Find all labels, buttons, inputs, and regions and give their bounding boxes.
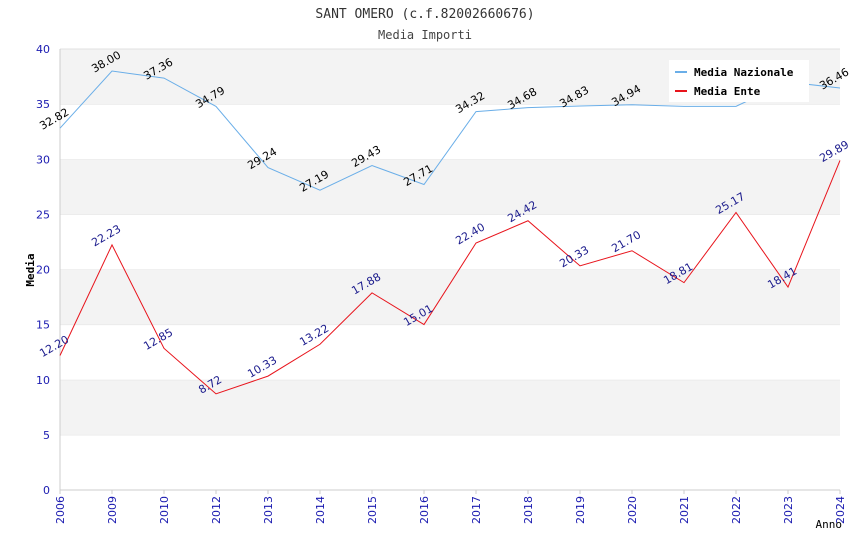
x-tick-label: 2023 xyxy=(782,496,795,524)
x-tick-label: 2021 xyxy=(678,496,691,524)
legend-entry: Media Ente xyxy=(694,85,761,98)
legend: Media Nazionale Media Ente xyxy=(669,60,809,102)
legend-box xyxy=(669,60,809,102)
x-tick-label: 2010 xyxy=(158,496,171,524)
y-axis-label: Media xyxy=(24,253,37,286)
x-tick-label: 2022 xyxy=(730,496,743,524)
grid-band xyxy=(60,324,840,380)
x-tick-label: 2019 xyxy=(574,496,587,524)
series-line-media-nazionale xyxy=(59,70,841,191)
y-tick-label: 40 xyxy=(36,43,50,56)
y-tick-label: 15 xyxy=(36,319,50,332)
y-tick-label: 10 xyxy=(36,374,50,387)
grid-band xyxy=(60,214,840,270)
x-axis-label: Anno xyxy=(816,518,843,531)
x-tick-label: 2018 xyxy=(522,496,535,524)
x-tick-label: 2017 xyxy=(470,496,483,524)
y-tick-label: 30 xyxy=(36,153,50,166)
x-tick-label: 2006 xyxy=(54,496,67,524)
x-tick-label: 2012 xyxy=(210,496,223,524)
chart-title: SANT OMERO (c.f.82002660676) xyxy=(315,7,534,22)
grid-band xyxy=(60,159,840,215)
chart-subtitle: Media Importi xyxy=(378,28,472,42)
grid-band xyxy=(60,104,840,160)
grid-band xyxy=(60,269,840,325)
legend-entry: Media Nazionale xyxy=(694,66,794,79)
y-tick-label: 35 xyxy=(36,98,50,111)
x-tick-label: 2020 xyxy=(626,496,639,524)
y-tick-label: 5 xyxy=(43,429,50,442)
series-line-media-ente xyxy=(59,160,841,395)
x-tick-label: 2015 xyxy=(366,496,379,524)
grid-band xyxy=(60,379,840,435)
y-tick-label: 25 xyxy=(36,208,50,221)
x-tick-label: 2014 xyxy=(314,496,327,524)
y-tick-label: 0 xyxy=(43,484,50,497)
x-tick-label: 2013 xyxy=(262,496,275,524)
x-tick-label: 2016 xyxy=(418,496,431,524)
grid-band xyxy=(60,434,840,490)
y-tick-label: 20 xyxy=(36,264,50,277)
x-tick-label: 2024 xyxy=(834,496,847,524)
x-tick-label: 2009 xyxy=(106,496,119,524)
